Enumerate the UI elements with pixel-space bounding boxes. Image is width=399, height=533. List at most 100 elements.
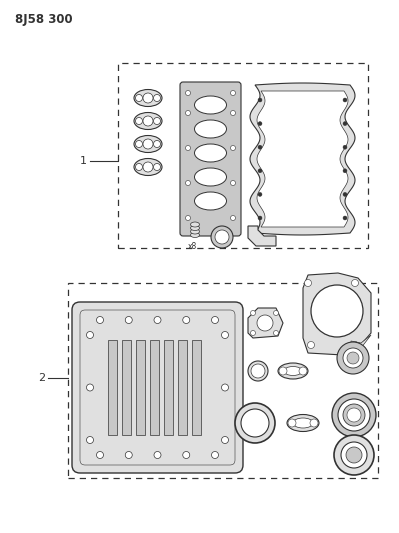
- Ellipse shape: [278, 363, 308, 379]
- Polygon shape: [250, 83, 355, 235]
- Circle shape: [258, 122, 262, 126]
- Ellipse shape: [190, 222, 200, 227]
- Circle shape: [143, 139, 153, 149]
- Circle shape: [258, 192, 262, 196]
- Circle shape: [288, 419, 296, 427]
- Circle shape: [183, 451, 190, 458]
- Circle shape: [346, 447, 362, 463]
- Circle shape: [343, 216, 347, 220]
- Bar: [108, 340, 117, 435]
- Circle shape: [352, 279, 358, 287]
- Circle shape: [97, 317, 103, 324]
- Circle shape: [186, 91, 190, 95]
- Circle shape: [183, 317, 190, 324]
- Circle shape: [231, 110, 235, 116]
- Bar: [192, 340, 201, 435]
- Circle shape: [186, 215, 190, 221]
- Circle shape: [347, 352, 359, 364]
- Circle shape: [352, 342, 358, 349]
- Circle shape: [154, 451, 161, 458]
- Circle shape: [136, 117, 142, 125]
- Ellipse shape: [194, 168, 227, 186]
- Circle shape: [251, 364, 265, 378]
- Ellipse shape: [287, 415, 319, 432]
- Circle shape: [143, 162, 153, 172]
- Circle shape: [257, 315, 273, 331]
- Circle shape: [87, 332, 93, 338]
- Circle shape: [248, 361, 268, 381]
- Circle shape: [304, 279, 312, 287]
- Circle shape: [143, 116, 153, 126]
- Polygon shape: [303, 273, 371, 355]
- Bar: [150, 340, 159, 435]
- Circle shape: [332, 393, 376, 437]
- Text: 2: 2: [38, 373, 45, 383]
- Circle shape: [221, 437, 229, 443]
- Bar: [122, 340, 131, 435]
- Circle shape: [251, 330, 255, 335]
- Circle shape: [343, 169, 347, 173]
- Ellipse shape: [190, 229, 200, 234]
- Ellipse shape: [190, 225, 200, 230]
- Circle shape: [347, 408, 361, 422]
- Circle shape: [343, 122, 347, 126]
- Circle shape: [186, 110, 190, 116]
- Text: x8: x8: [188, 242, 197, 251]
- Circle shape: [343, 192, 347, 196]
- Ellipse shape: [194, 120, 227, 138]
- Ellipse shape: [194, 144, 227, 162]
- Circle shape: [311, 285, 363, 337]
- Circle shape: [279, 367, 287, 375]
- Circle shape: [221, 384, 229, 391]
- FancyBboxPatch shape: [72, 302, 243, 473]
- Circle shape: [186, 181, 190, 185]
- Text: 1: 1: [80, 156, 87, 166]
- Circle shape: [136, 94, 142, 101]
- Circle shape: [235, 403, 275, 443]
- Ellipse shape: [194, 96, 227, 114]
- Ellipse shape: [134, 158, 162, 175]
- Ellipse shape: [284, 367, 302, 376]
- Circle shape: [273, 330, 279, 335]
- Circle shape: [251, 311, 255, 316]
- Ellipse shape: [194, 192, 227, 210]
- Ellipse shape: [134, 112, 162, 130]
- Text: 8J58 300: 8J58 300: [15, 13, 73, 26]
- Circle shape: [125, 317, 132, 324]
- Circle shape: [186, 146, 190, 150]
- Circle shape: [343, 98, 347, 102]
- Circle shape: [258, 216, 262, 220]
- Circle shape: [273, 311, 279, 316]
- FancyBboxPatch shape: [180, 82, 241, 236]
- Circle shape: [258, 145, 262, 149]
- Circle shape: [221, 332, 229, 338]
- Circle shape: [87, 384, 93, 391]
- Circle shape: [231, 146, 235, 150]
- Ellipse shape: [134, 90, 162, 107]
- Circle shape: [87, 437, 93, 443]
- Circle shape: [231, 181, 235, 185]
- Circle shape: [215, 230, 229, 244]
- Circle shape: [308, 342, 314, 349]
- Bar: [164, 340, 173, 435]
- Circle shape: [343, 348, 363, 368]
- Circle shape: [211, 451, 219, 458]
- Circle shape: [258, 169, 262, 173]
- Circle shape: [154, 117, 160, 125]
- Polygon shape: [248, 226, 276, 246]
- Circle shape: [154, 317, 161, 324]
- Circle shape: [125, 451, 132, 458]
- Circle shape: [341, 442, 367, 468]
- Circle shape: [310, 419, 318, 427]
- Circle shape: [343, 145, 347, 149]
- Circle shape: [211, 226, 233, 248]
- Circle shape: [334, 435, 374, 475]
- Circle shape: [136, 164, 142, 171]
- Circle shape: [136, 141, 142, 148]
- Circle shape: [343, 404, 365, 426]
- Circle shape: [143, 93, 153, 103]
- Circle shape: [241, 409, 269, 437]
- Circle shape: [258, 98, 262, 102]
- Bar: [118, 63, 368, 248]
- Polygon shape: [257, 91, 348, 227]
